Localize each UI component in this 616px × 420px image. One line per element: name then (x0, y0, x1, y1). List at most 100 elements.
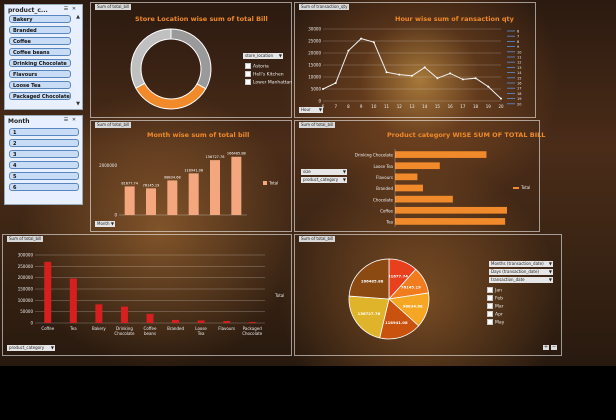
store-location-filter[interactable]: store_location ▼ (243, 53, 283, 59)
checkbox-icon[interactable] (487, 295, 493, 301)
bar (223, 321, 231, 323)
tick-label: 20000 (308, 51, 321, 56)
clear-filter-icon[interactable]: ✕ (71, 6, 77, 12)
bar (146, 188, 156, 215)
category-label: Chocolate (373, 197, 394, 202)
multi-select-icon[interactable]: ☰ (63, 117, 69, 123)
bar (248, 322, 256, 323)
legend-item[interactable]: Hell's Kitchen (245, 71, 284, 78)
slicer-item[interactable]: 5 (9, 172, 79, 180)
slicer-item[interactable]: Coffee (9, 37, 71, 45)
slicer-item[interactable]: Packaged Chocolate (9, 92, 71, 100)
legend-label: 17 (517, 87, 521, 91)
chart-title: Hour wise sum of ransaction qty (395, 15, 514, 23)
monthly-pie-panel[interactable]: Sum of total_bill 81677.74 76145.19 98834.… (294, 234, 562, 356)
data-label: 98834.68 (403, 304, 423, 309)
clear-filter-icon[interactable]: ✕ (71, 117, 77, 123)
product-category-filter[interactable]: product_category ▼ (7, 345, 55, 351)
months-filter[interactable]: Months (transaction_date) ▼ (489, 261, 553, 267)
checkbox-icon[interactable] (245, 71, 251, 77)
slicer-item[interactable]: Flavours (9, 70, 71, 78)
legend-item[interactable]: Astoria (245, 63, 269, 70)
slicer-item[interactable]: 3 (9, 150, 79, 158)
slicer-item[interactable]: 2 (9, 139, 79, 147)
bar (95, 304, 103, 323)
legend-item[interactable]: Jan (487, 287, 502, 294)
legend-item[interactable]: Apr (487, 311, 503, 318)
checkbox-icon[interactable] (487, 319, 493, 325)
legend-swatch (263, 181, 267, 185)
scroll-down-icon[interactable]: ▼ (76, 101, 80, 107)
category-label: Loose Tea (373, 164, 393, 169)
x-tick-label: 13 (409, 104, 415, 109)
store-donut-chart (130, 28, 212, 110)
data-point (360, 37, 363, 40)
hour-panel[interactable]: Sum of transaction_qty Hour wise sum of … (294, 2, 536, 118)
multi-select-icon[interactable]: ☰ (63, 6, 69, 12)
days-filter[interactable]: Days (transaction_date) ▼ (489, 269, 553, 275)
x-tick-label: 15 (435, 104, 441, 109)
product-category-filter[interactable]: product_category ▼ (301, 177, 347, 183)
x-tick-label: 17 (460, 104, 466, 109)
pivot-field-tag[interactable]: Sum of transaction_qty (299, 4, 350, 10)
product-category-slicer[interactable]: product_c... ☰ ✕ Bakery Branded Coffee Coff… (4, 4, 83, 110)
legend-item[interactable]: Lower Manhattan (245, 79, 292, 86)
legend-label: 9 (517, 45, 519, 49)
legend-label: 15 (517, 76, 521, 80)
size-filter[interactable]: size ▼ (301, 169, 347, 175)
store-location-panel[interactable]: Sum of total_bill Store Location wise su… (90, 2, 292, 118)
checkbox-icon[interactable] (487, 287, 493, 293)
slicer-item[interactable]: 6 (9, 183, 79, 191)
data-label: 118941.08 (385, 320, 408, 325)
bar (395, 206, 507, 214)
legend-item[interactable]: Mar (487, 303, 504, 310)
month-filter[interactable]: Month ▼ (95, 221, 115, 227)
x-tick-label: 8 (347, 104, 350, 109)
transaction-date-filter[interactable]: transaction_date ▼ (489, 277, 553, 283)
product-category-panel[interactable]: Sum of total_bill Product category WISE … (294, 120, 545, 232)
tick-label: 200000 (18, 275, 34, 280)
scroll-up-icon[interactable]: ▲ (76, 14, 80, 20)
expand-field-icon[interactable]: + (543, 344, 549, 350)
pivot-field-tag[interactable]: Sum of total_bill (299, 236, 336, 242)
tick-label: 100000 (18, 298, 34, 303)
legend-item[interactable]: May (487, 319, 504, 326)
bar (69, 278, 77, 323)
legend-item[interactable]: Feb (487, 295, 503, 302)
pivot-field-tag[interactable]: Sum of total_bill (95, 122, 132, 128)
slicer-header: Month (8, 118, 30, 125)
checkbox-icon[interactable] (487, 311, 493, 317)
checkbox-icon[interactable] (245, 63, 251, 69)
tick-label: 150000 (18, 287, 34, 292)
slicer-item[interactable]: 4 (9, 161, 79, 169)
category-label: Tea (385, 220, 393, 225)
slicer-item[interactable]: Bakery (9, 15, 71, 23)
data-point (487, 85, 490, 88)
pie-slice (348, 258, 390, 300)
pivot-field-tag[interactable]: Sum of total_bill (299, 122, 336, 128)
slicer-item[interactable]: 1 (9, 128, 79, 136)
slicer-item[interactable]: Coffee beans (9, 48, 71, 56)
checkbox-icon[interactable] (245, 79, 251, 85)
data-point (436, 77, 439, 80)
slicer-item[interactable]: Branded (9, 26, 71, 34)
x-tick-label: 10 (371, 104, 377, 109)
data-label: 98834.68 (164, 175, 181, 179)
collapse-field-icon[interactable]: − (551, 344, 557, 350)
pivot-field-tag[interactable]: Sum of total_bill (95, 4, 132, 10)
data-point (398, 73, 401, 76)
slicer-item[interactable]: Drinking Chocolate (9, 59, 71, 67)
x-tick-label: 16 (448, 104, 454, 109)
month-slicer[interactable]: Month ☰ ✕ 1 2 3 4 5 6 (4, 115, 83, 205)
pie-slice (379, 298, 420, 340)
checkbox-icon[interactable] (487, 303, 493, 309)
hour-filter[interactable]: Hour ▼ (299, 107, 323, 113)
slicer-item[interactable]: Loose Tea (9, 81, 71, 89)
series-line (322, 38, 502, 99)
bar (395, 195, 453, 203)
bar (167, 180, 178, 215)
month-panel[interactable]: Sum of total_bill Month wise sum of tota… (90, 120, 292, 232)
category-panel[interactable]: Sum of total_bill 300000 250000 200000 1500… (2, 234, 292, 356)
pivot-field-tag[interactable]: Sum of total_bill (7, 236, 44, 242)
